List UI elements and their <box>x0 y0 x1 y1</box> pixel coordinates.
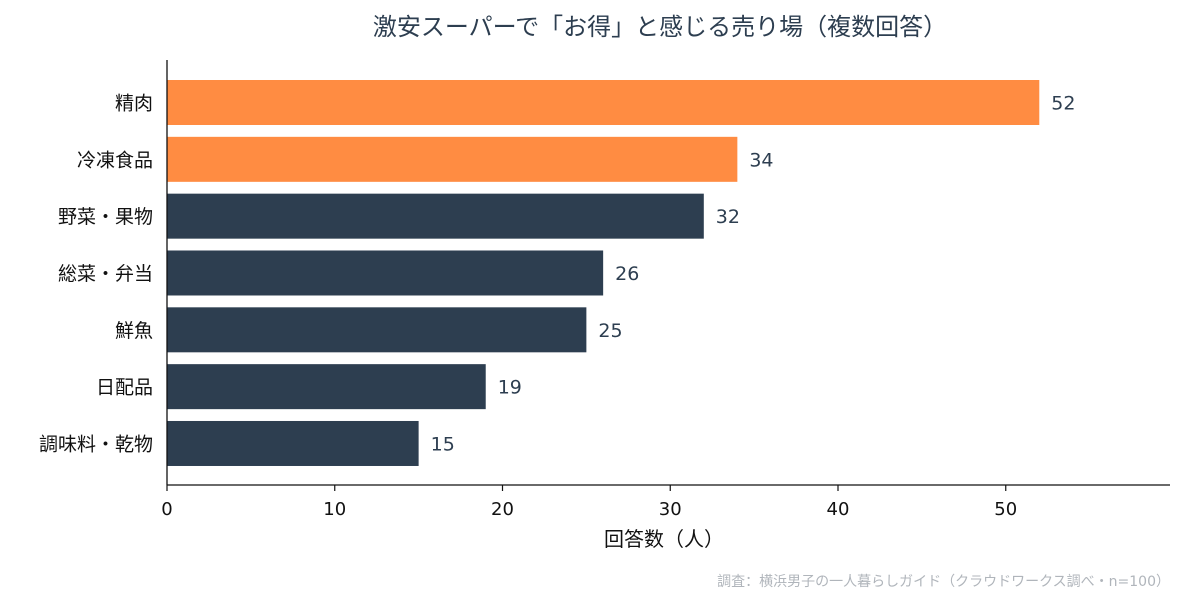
value-labels: 52 34 32 26 25 19 15 <box>431 93 1076 456</box>
bar-3 <box>167 250 604 296</box>
value-label: 32 <box>716 206 740 228</box>
chart-title: 激安スーパーで「お得」と感じる売り場（複数回答） <box>373 13 947 41</box>
category-label: 冷凍食品 <box>77 149 153 171</box>
value-label: 34 <box>749 149 773 171</box>
x-tick-label: 10 <box>323 499 346 520</box>
category-label: 野菜・果物 <box>58 206 153 228</box>
category-label: 精肉 <box>115 93 153 115</box>
x-tick-label: 0 <box>161 499 172 520</box>
value-label: 19 <box>498 377 522 399</box>
value-label: 26 <box>615 263 639 285</box>
bar-1 <box>167 136 738 182</box>
x-axis-ticks: 0 10 20 30 40 50 <box>161 485 1017 520</box>
value-label: 52 <box>1051 93 1075 115</box>
category-label: 調味料・乾物 <box>39 433 153 455</box>
value-label: 25 <box>598 320 622 342</box>
bar-2 <box>167 193 704 239</box>
category-label: 総菜・弁当 <box>58 263 153 285</box>
x-tick-label: 20 <box>491 499 514 520</box>
value-label: 15 <box>431 433 455 455</box>
category-label: 鮮魚 <box>115 320 153 342</box>
source-note: 調査：横浜男子の一人暮らしガイド（クラウドワークス調べ・n=100） <box>717 574 1170 590</box>
bar-0 <box>167 80 1040 125</box>
category-label: 日配品 <box>96 377 153 399</box>
bar-5 <box>167 364 486 410</box>
bars-group <box>167 80 1040 466</box>
x-tick-label: 50 <box>994 499 1017 520</box>
x-axis-label: 回答数（人） <box>604 527 724 551</box>
x-tick-label: 40 <box>827 499 850 520</box>
bar-4 <box>167 307 587 353</box>
bar-6 <box>167 420 419 466</box>
x-tick-label: 30 <box>659 499 682 520</box>
